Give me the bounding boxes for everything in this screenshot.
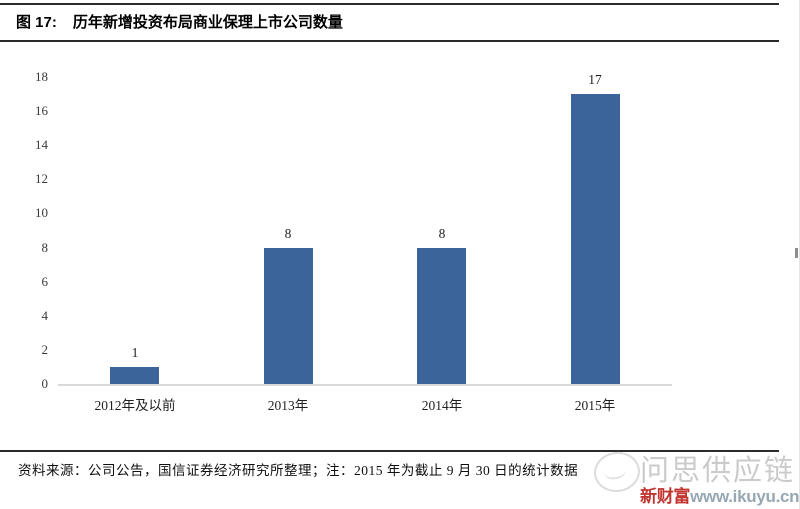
bar-value-label: 17 <box>588 72 602 87</box>
figure-number-label: 图 17: <box>16 14 57 31</box>
y-tick-label: 0 <box>41 376 49 391</box>
y-tick-label: 18 <box>35 69 48 84</box>
x-category-label: 2014年 <box>421 398 463 413</box>
y-tick-label: 12 <box>35 171 48 187</box>
y-tick-label: 2 <box>41 341 49 357</box>
footer-rule <box>0 450 779 452</box>
bar-value-label: 1 <box>131 345 139 360</box>
source-note: 资料来源：公司公告，国信证券经济研究所整理；注：2015 年为截止 9 月 30… <box>18 463 579 478</box>
bar-value-label: 8 <box>438 226 446 241</box>
y-tick-label: 16 <box>35 103 48 119</box>
watermark-stamp-icon <box>591 448 643 496</box>
top-rule <box>0 3 779 5</box>
y-tick-label: 6 <box>41 273 49 289</box>
y-tick-label: 8 <box>41 239 49 255</box>
y-tick-label: 4 <box>41 307 49 323</box>
watermark-stamp-glyph <box>602 461 627 481</box>
watermark-brand-text: 问思供应链 <box>640 455 796 487</box>
watermark-site-url: www.ikuyu.cn <box>690 487 800 506</box>
bar <box>110 367 159 384</box>
figure-title: 图 17: 历年新增投资布局商业保理上市公司数量 <box>16 11 776 32</box>
watermark-site-line: 新财富www.ikuyu.cn <box>640 482 800 507</box>
bar <box>264 248 313 384</box>
y-tick-label: 14 <box>35 137 48 153</box>
y-tick-label: 10 <box>35 205 48 221</box>
bar <box>417 248 466 384</box>
bar <box>571 94 620 384</box>
right-edge-mark <box>795 248 798 258</box>
bar-chart: 0 2 4 6 8 10 12 14 16 18 1 2012年及以前 8 2013年 8 2014年 17 20… <box>0 55 800 440</box>
bar-value-label: 8 <box>284 226 292 241</box>
x-category-label: 2012年及以前 <box>94 398 176 413</box>
x-axis-line <box>58 384 672 386</box>
figure-title-text: 历年新增投资布局商业保理上市公司数量 <box>72 14 343 31</box>
title-underline-rule <box>0 40 779 42</box>
x-category-label: 2013年 <box>267 398 309 413</box>
watermark-site-prefix: 新财富 <box>640 487 691 506</box>
x-category-label: 2015年 <box>574 398 616 413</box>
